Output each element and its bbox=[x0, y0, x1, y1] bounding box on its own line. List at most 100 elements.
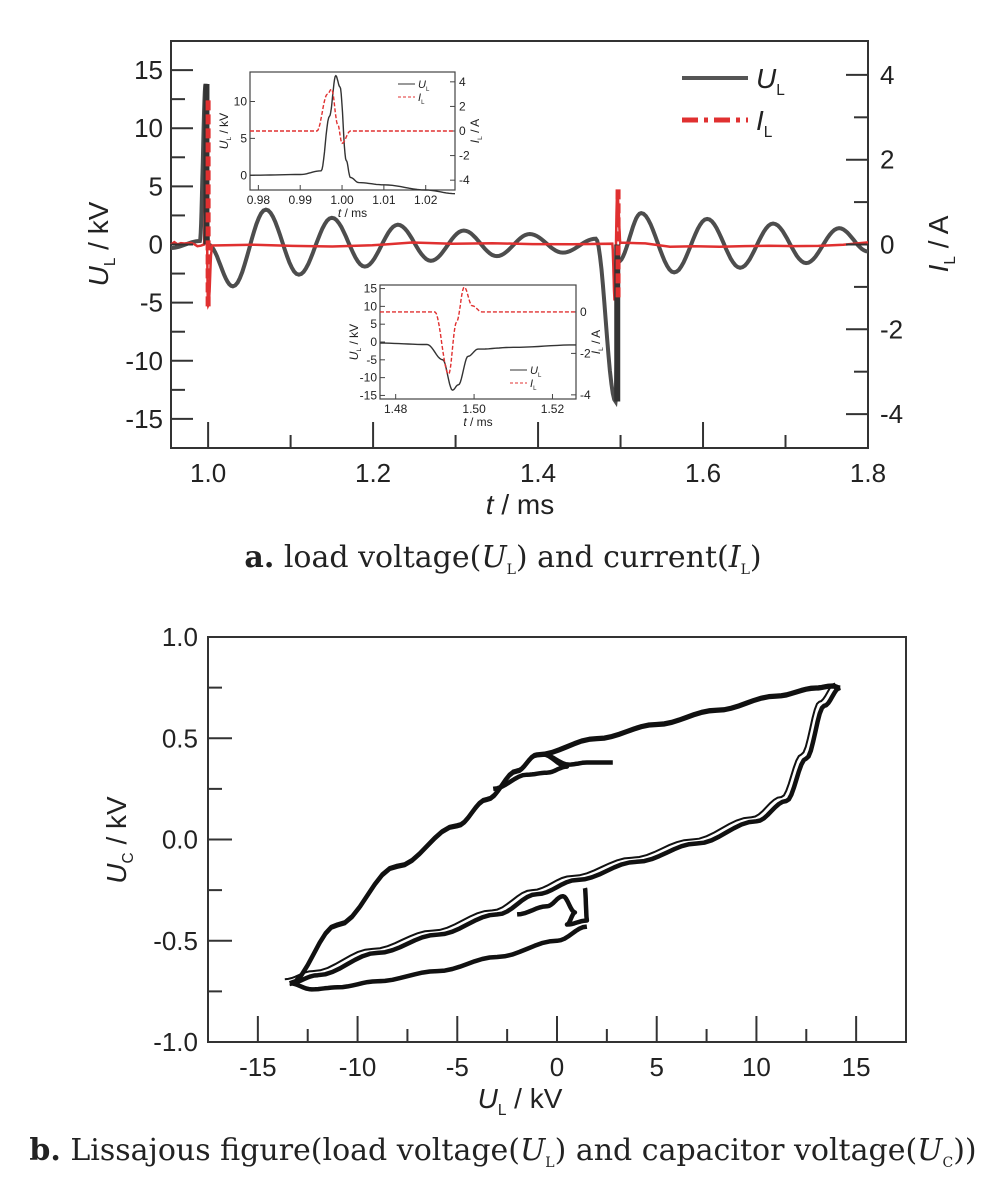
panel-b-xtick-label: 15 bbox=[842, 1052, 871, 1082]
inset-frame bbox=[379, 284, 577, 400]
caption-b-sub-1: L bbox=[545, 1155, 555, 1171]
inset-xtick-label: 1.00 bbox=[330, 193, 354, 207]
panel-a-legend: UL IL bbox=[682, 63, 785, 141]
lissajous-upper-branch bbox=[288, 683, 842, 986]
inset-1-legend-il-label: IL bbox=[418, 92, 425, 106]
panel-a-ytick-left-label: 0 bbox=[149, 230, 163, 260]
inset-2-legend-ul-label: UL bbox=[530, 365, 542, 379]
inset-ytick-left-label: 5 bbox=[370, 317, 377, 331]
caption-b-sym-1: U bbox=[520, 1133, 546, 1168]
legend-il-label: IL bbox=[756, 105, 773, 141]
panel-a-xtick-label: 1.0 bbox=[190, 458, 226, 488]
inset-ylabel-left: UL / kV bbox=[217, 113, 233, 149]
caption-b-text-1: Lissajous figure(load voltage( bbox=[70, 1133, 520, 1168]
panel-a-ytick-right-label: 0 bbox=[880, 230, 894, 260]
panel-a-ytick-right-label: 4 bbox=[880, 60, 894, 90]
panel-b-xtick-label: 5 bbox=[649, 1052, 663, 1082]
lissajous-lower-squiggle bbox=[516, 887, 590, 927]
inset-ytick-right-label: 0 bbox=[459, 124, 466, 138]
panel-a-ytick-right-label: -4 bbox=[880, 399, 903, 429]
inset-ytick-right-label: -2 bbox=[459, 149, 470, 163]
panel-b-ytick-label: -0.5 bbox=[153, 926, 198, 956]
panel-a-ylabel-left: UL / kV bbox=[83, 201, 119, 286]
inset-xtick-label: 1.01 bbox=[372, 193, 396, 207]
caption-a-text-1: load voltage( bbox=[283, 540, 482, 575]
panel-b-xtick-label: -5 bbox=[446, 1052, 469, 1082]
caption-a-text-2: ) and current( bbox=[515, 540, 729, 575]
inset-ul-line bbox=[380, 342, 576, 391]
caption-b-sym-2: U bbox=[917, 1133, 943, 1168]
inset-ylabel-right: IL / A bbox=[468, 119, 484, 143]
panel-b-ytick-label: 0.0 bbox=[162, 825, 198, 855]
inset-ytick-left-label: -15 bbox=[360, 388, 378, 402]
panel-b-xtick-label: 0 bbox=[550, 1052, 564, 1082]
lissajous-lower-branch-cycle-2 bbox=[284, 682, 836, 981]
panel-a-ytick-left-label: 15 bbox=[134, 55, 163, 85]
panel-b-xtick-label: 10 bbox=[742, 1052, 771, 1082]
caption-b-text-2: ) and capacitor voltage( bbox=[554, 1133, 918, 1168]
inset-ytick-left-label: 10 bbox=[234, 95, 248, 109]
inset-ytick-left-label: -5 bbox=[366, 353, 377, 367]
panel-a-ytick-left-label: -15 bbox=[125, 404, 163, 434]
series-ul-line bbox=[170, 83, 869, 408]
inset-xtick-label: 1.50 bbox=[462, 402, 486, 416]
inset-ytick-left-label: -10 bbox=[360, 371, 378, 385]
panel-a-ytick-right-label: -2 bbox=[880, 314, 903, 344]
inset-ytick-right-label: 4 bbox=[459, 75, 466, 89]
caption-a-prefix: a. bbox=[244, 540, 275, 575]
caption-b-prefix: b. bbox=[29, 1133, 61, 1168]
panel-a-ytick-left-label: -5 bbox=[140, 288, 163, 318]
caption-a-sub-1: L bbox=[506, 562, 516, 578]
inset-xtick-label: 0.98 bbox=[247, 193, 271, 207]
panel-a-ytick-left-label: -10 bbox=[125, 346, 163, 376]
panel-b-ytick-label: 0.5 bbox=[162, 723, 198, 753]
inset-xtick-label: 1.48 bbox=[384, 402, 408, 416]
caption-a-sym-1: U bbox=[481, 540, 507, 575]
panel-b-ytick-label: 1.0 bbox=[162, 622, 198, 652]
panel-a-ylabel-right: IL / A bbox=[923, 215, 959, 272]
inset-xlabel: t / ms bbox=[338, 206, 367, 220]
inset-ytick-left-label: 0 bbox=[370, 335, 377, 349]
inset-xlabel: t / ms bbox=[463, 415, 492, 429]
inset-il-line bbox=[250, 88, 455, 145]
panel-a-xtick-label: 1.6 bbox=[685, 458, 721, 488]
inset-1-legend-ul-label: UL bbox=[418, 79, 430, 93]
lissajous-lower-branch bbox=[289, 685, 841, 986]
inset-ul-line bbox=[249, 74, 456, 195]
inset-ytick-left-label: 10 bbox=[364, 299, 378, 313]
panel-a-ytick-left-label: 10 bbox=[134, 113, 163, 143]
panel-b-ytick-label: -1.0 bbox=[153, 1027, 198, 1057]
lissajous-upper-branch-cycle-2 bbox=[289, 686, 841, 987]
inset-ytick-right-label: -4 bbox=[580, 388, 591, 402]
lissajous-bottom-arc bbox=[289, 924, 588, 992]
panel-b-ylabel: UC / kV bbox=[101, 796, 137, 884]
caption-a-text-3: ) bbox=[749, 540, 762, 575]
inset-ytick-right-label: 0 bbox=[580, 305, 587, 319]
panel-a-chart: 1.0 1.2 1.4 1.6 1.8 15 10 5 0 -5 -10 -15 4 2 0 -2 -4 t / … bbox=[83, 40, 959, 520]
inset-ylabel-right: IL / A bbox=[589, 330, 605, 354]
lissajous-upper-squiggle bbox=[492, 752, 613, 792]
panel-b-plot-frame bbox=[207, 636, 907, 1043]
caption-b-text-3: )) bbox=[953, 1133, 977, 1168]
inset-il-line bbox=[380, 286, 576, 376]
caption-a-sub-2: L bbox=[740, 562, 750, 578]
inset-xtick-label: 0.99 bbox=[289, 193, 313, 207]
caption-a-sym-2: I bbox=[728, 540, 741, 575]
inset-1: 0.98 0.99 1.00 1.01 1.02 10 5 0 4 2 0 -2 -4 t / ms UL … bbox=[217, 71, 484, 220]
panel-a-ytick-left-label: 5 bbox=[149, 171, 163, 201]
legend-ul-label: UL bbox=[756, 63, 785, 99]
inset-xtick-label: 1.52 bbox=[541, 402, 565, 416]
caption-a: a. load voltage(UL) and current(IL) bbox=[0, 540, 1006, 578]
inset-ytick-left-label: 5 bbox=[240, 131, 247, 145]
inset-ytick-left-label: 0 bbox=[240, 168, 247, 182]
panel-a-xlabel: t / ms bbox=[486, 489, 554, 520]
inset-ytick-left-label: 15 bbox=[364, 282, 378, 296]
panel-b-xlabel: UL / kV bbox=[478, 1083, 563, 1119]
inset-2-legend-il-label: IL bbox=[530, 378, 537, 392]
panel-a-xtick-label: 1.2 bbox=[355, 458, 391, 488]
panel-b-xtick-label: -15 bbox=[239, 1052, 277, 1082]
inset-ytick-right-label: -2 bbox=[580, 346, 591, 360]
inset-2: 1.48 1.50 1.52 15 10 5 0 -5 -10 -15 0 -2 -4 t / ms UL … bbox=[347, 282, 605, 429]
panel-a-ytick-right-label: 2 bbox=[880, 145, 894, 175]
